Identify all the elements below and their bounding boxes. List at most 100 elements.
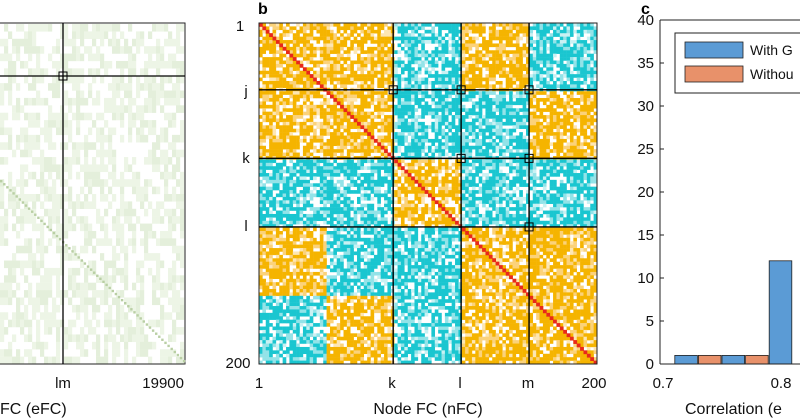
panel-b-cell (319, 36, 324, 41)
panel-b-cell (360, 60, 365, 65)
panel-b-cell (522, 50, 527, 54)
panel-b-cell (502, 149, 506, 153)
panel-a-cell (80, 201, 85, 209)
panel-a-cell (48, 319, 53, 328)
panel-a-cell (136, 134, 141, 143)
panel-a-cell (56, 208, 61, 217)
panel-b-cell (340, 108, 344, 112)
panel-b-cell (573, 40, 577, 44)
panel-b-cell (286, 179, 290, 184)
panel-b-cell (549, 36, 554, 41)
panel-a-cell (0, 38, 5, 47)
panel-b-cell (563, 108, 567, 112)
panel-a-cell (156, 60, 161, 69)
panel-a-cell (120, 230, 125, 239)
panel-b-cell (512, 169, 517, 174)
panel-b-cell (444, 98, 449, 102)
panel-b-cell (546, 70, 550, 75)
panel-a-cell (168, 171, 173, 180)
panel-b-cell (451, 121, 456, 126)
panel-a-cell (92, 312, 97, 320)
panel-b-cell (394, 67, 398, 71)
panel-b-cell (488, 108, 493, 112)
panel-b-cell (505, 53, 510, 58)
panel-b-cell (400, 63, 405, 68)
panel-a-cell (128, 46, 133, 54)
panel-b-cell (296, 176, 300, 181)
panel-b-cell (549, 84, 554, 89)
panel-b-cell (343, 77, 348, 82)
panel-b-cell (397, 80, 402, 85)
panel-b-cell (461, 104, 466, 109)
panel-b-cell (346, 36, 351, 41)
panel-b-cell (593, 40, 598, 44)
panel-b-cell (475, 46, 479, 51)
panel-b-cell (465, 74, 469, 78)
panel-b-cell (384, 60, 388, 65)
panel-b-cell (313, 94, 317, 99)
panel-b-cell (404, 138, 408, 143)
panel-b-cell (478, 101, 483, 106)
panel-a-cell (40, 171, 45, 180)
panel-b-cell (292, 46, 297, 51)
panel-b-cell (313, 173, 317, 177)
panel-b-cell (299, 108, 304, 112)
panel-b-cell (431, 80, 436, 85)
panel-b-cell (265, 70, 270, 75)
panel-b-cell (465, 125, 469, 129)
panel-a-cell (148, 75, 153, 84)
panel-a-cell (168, 120, 173, 128)
panel-a-cell (8, 275, 13, 283)
panel-a-cell (68, 134, 73, 143)
panel-b-cell (407, 162, 412, 167)
panel-b-cell (569, 70, 574, 75)
panel-b-cell (421, 179, 425, 184)
panel-b-cell (272, 101, 277, 106)
panel-b-cell (292, 53, 297, 58)
panel-b-cell (357, 173, 361, 177)
panel-b-cell (370, 84, 375, 89)
panel-b-cell (357, 125, 361, 129)
panel-a-cell (108, 157, 113, 165)
panel-b-cell (306, 149, 310, 153)
panel-b-cell (559, 149, 564, 153)
panel-a-cell (124, 267, 129, 276)
panel-b-cell (333, 149, 337, 153)
panel-b-cell (495, 149, 500, 153)
panel-b-cell (363, 36, 368, 41)
panel-b-cell (509, 142, 513, 147)
panel-b-cell (296, 162, 300, 167)
panel-b-cell (553, 74, 557, 78)
panel-b-cell (299, 104, 304, 109)
panel-b-cell (546, 125, 550, 129)
panel-b-cell (549, 166, 554, 170)
panel-b-cell (438, 98, 442, 102)
panel-b-cell (326, 57, 331, 61)
panel-a-cell (120, 120, 125, 128)
panel-b-cell (448, 36, 452, 41)
panel-a-diag-cell (49, 228, 52, 232)
panel-a-cell (36, 297, 41, 306)
panel-b-cell (428, 63, 432, 68)
panel-b-cell (583, 108, 588, 112)
panel-b-cell (495, 50, 500, 54)
panel-b-cell (353, 98, 358, 102)
panel-a-cell (80, 245, 85, 254)
panel-a-cell (72, 112, 77, 121)
panel-b-cell (512, 80, 517, 85)
panel-a-cell (84, 24, 89, 32)
panel-b-cell (360, 149, 365, 153)
panel-b-cell (451, 50, 456, 54)
panel-b-cell (407, 67, 412, 71)
panel-b-cell (269, 121, 273, 126)
panel-a-cell (128, 208, 133, 217)
panel-a-cell (104, 290, 109, 298)
panel-b-cell (553, 33, 557, 37)
panel-b-cell (269, 111, 273, 116)
panel-a-cell (8, 290, 13, 298)
panel-b-cell (417, 70, 422, 75)
panel-b-cell (323, 166, 327, 170)
panel-b-cell (468, 91, 473, 95)
panel-b-cell (522, 135, 527, 140)
panel-b-cell (438, 94, 442, 99)
